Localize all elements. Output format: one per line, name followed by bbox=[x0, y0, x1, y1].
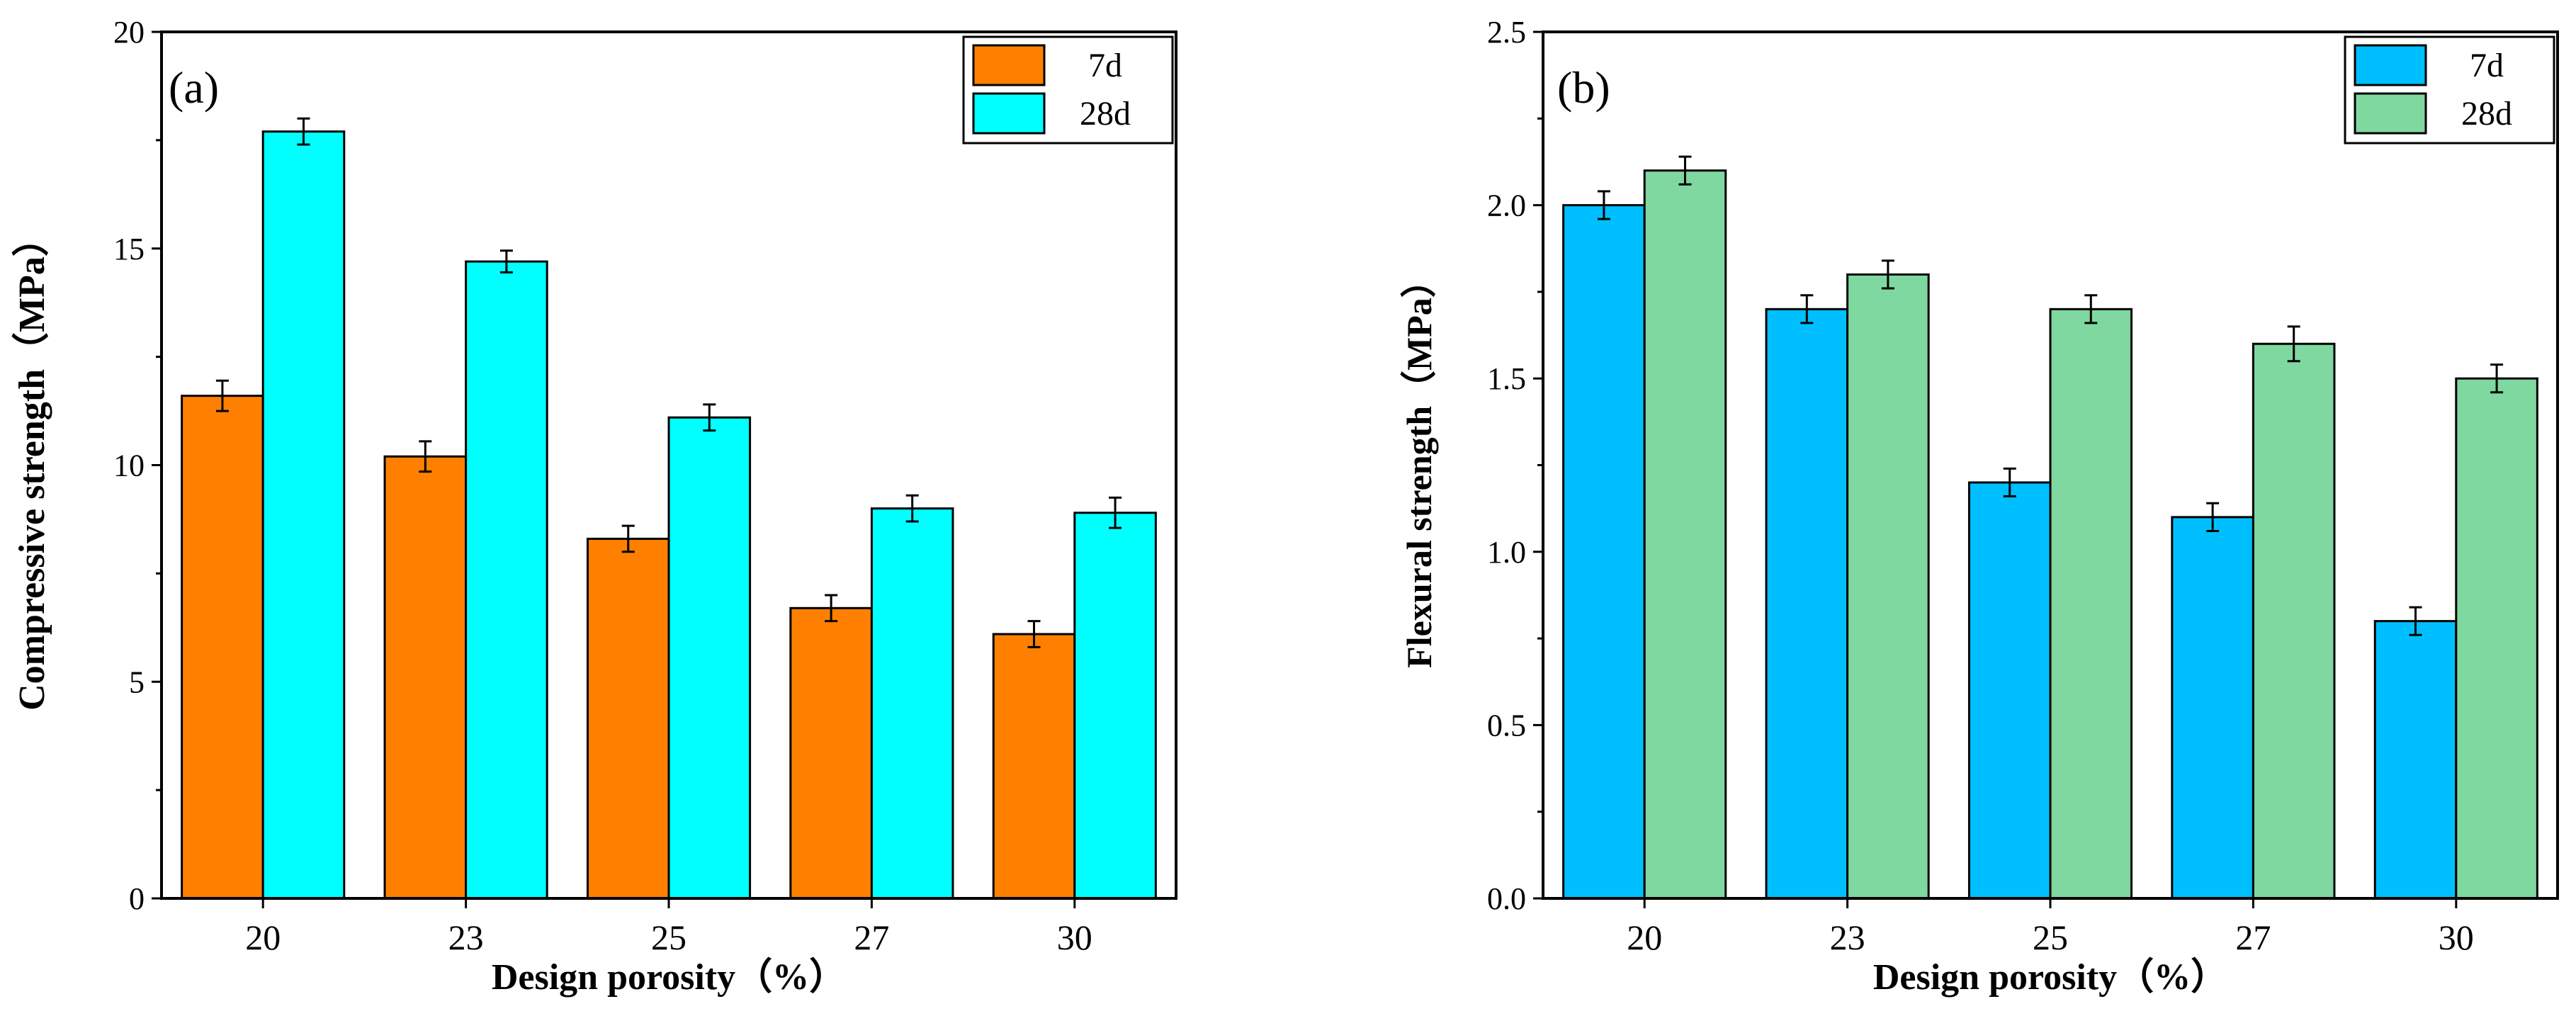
chart-a-bar-7d-27 bbox=[789, 606, 873, 900]
chart-b-panel-label: (b) bbox=[1557, 62, 1610, 113]
chart-a-ytick-label: 10 bbox=[113, 448, 145, 483]
chart-b-ytick-label: 0.5 bbox=[1487, 708, 1526, 743]
chart-b-ytick-label: 1.5 bbox=[1487, 361, 1526, 396]
chart-a-bar-28d-20 bbox=[261, 130, 346, 900]
chart-b-bar-7d-27 bbox=[2171, 516, 2254, 900]
chart-b-errorbar-7d-23 bbox=[1800, 294, 1814, 324]
chart-b-bar-28d-23 bbox=[1846, 273, 1930, 900]
chart-a-ytick-label: 20 bbox=[113, 15, 145, 50]
chart-a-bar-28d-23 bbox=[465, 260, 548, 900]
chart-b-ytick-label: 2.0 bbox=[1487, 188, 1526, 223]
chart-a-xtick-label: 30 bbox=[1057, 918, 1092, 957]
chart-b-errorbar-28d-23 bbox=[1881, 259, 1894, 290]
chart-a-errorbar-7d-30 bbox=[1027, 620, 1041, 648]
chart-b-legend-swatch-7d bbox=[2354, 44, 2427, 86]
chart-b-errorbar-7d-27 bbox=[2206, 502, 2220, 532]
chart-a-xtick-label: 27 bbox=[854, 918, 889, 957]
chart-b-bar-7d-20 bbox=[1562, 204, 1646, 900]
chart-b-xtick-label: 30 bbox=[2439, 918, 2474, 957]
chart-a-ytick-label: 5 bbox=[129, 665, 145, 699]
chart-a-legend-swatch-28d bbox=[972, 92, 1046, 135]
chart-b-bar-7d-25 bbox=[1967, 481, 2052, 900]
chart-a-errorbar-7d-23 bbox=[419, 440, 432, 473]
chart-a-x-axis-label: Design porosity（%） bbox=[492, 956, 846, 998]
chart-b-bar-28d-25 bbox=[2049, 307, 2133, 900]
chart-b-xtick-label: 20 bbox=[1627, 918, 1662, 957]
chart-b-bar-28d-20 bbox=[1643, 169, 1727, 900]
chart-b-xtick-label: 27 bbox=[2235, 918, 2271, 957]
chart-b-errorbar-7d-25 bbox=[2003, 467, 2016, 498]
chart-a-xtick-label: 23 bbox=[448, 918, 484, 957]
chart-b-ytick-label: 0.0 bbox=[1487, 881, 1526, 916]
chart-b-errorbar-28d-25 bbox=[2084, 294, 2098, 324]
chart-a-bar-7d-30 bbox=[992, 633, 1076, 900]
chart-a-legend-label-7d: 7d bbox=[1088, 47, 1122, 84]
chart-a-legend-label-28d: 28d bbox=[1080, 95, 1131, 132]
chart-b-ytick-label: 2.5 bbox=[1487, 15, 1526, 50]
chart-a-errorbar-7d-25 bbox=[621, 524, 635, 553]
chart-b-errorbar-28d-20 bbox=[1678, 155, 1692, 186]
chart-a-legend-swatch-7d bbox=[972, 44, 1046, 86]
chart-b-bar-7d-30 bbox=[2373, 620, 2458, 900]
chart-b-xtick-label: 23 bbox=[1830, 918, 1865, 957]
chart-b-errorbar-7d-20 bbox=[1597, 190, 1610, 220]
chart-a-errorbar-7d-27 bbox=[825, 594, 838, 623]
chart-b-ytick-label: 1.0 bbox=[1487, 535, 1526, 570]
chart-b-errorbar-7d-30 bbox=[2409, 606, 2422, 636]
chart-a-errorbar-28d-25 bbox=[703, 403, 716, 432]
chart-b-legend-swatch-28d bbox=[2354, 92, 2427, 135]
chart-a-panel-label: (a) bbox=[169, 62, 219, 113]
chart-b-y-axis-label: Flexural strength（MPa） bbox=[1399, 262, 1439, 668]
chart-a-bar-7d-23 bbox=[383, 455, 468, 900]
chart-b-errorbar-28d-27 bbox=[2287, 325, 2300, 363]
chart-b-errorbar-28d-30 bbox=[2490, 363, 2504, 394]
chart-b-bar-28d-27 bbox=[2252, 342, 2336, 900]
chart-b-xtick-label: 25 bbox=[2033, 918, 2068, 957]
chart-a-errorbar-28d-30 bbox=[1109, 496, 1122, 529]
chart-a-bar-7d-20 bbox=[181, 395, 264, 900]
chart-a-errorbar-28d-20 bbox=[297, 117, 310, 146]
chart-b-legend-label-28d: 28d bbox=[2461, 95, 2512, 132]
chart-a-xtick-label: 25 bbox=[651, 918, 687, 957]
chart-a-errorbar-7d-20 bbox=[215, 379, 229, 412]
chart-a-bar-28d-27 bbox=[870, 507, 954, 900]
chart-a-bar-28d-30 bbox=[1073, 512, 1157, 900]
chart-a-y-axis-label: Compressive strength（MPa） bbox=[11, 220, 52, 711]
chart-b-plot: 20 23 25 27 30 0.0 0.5 1.0 1.5 2.0 2.5 Design poros… bbox=[1399, 15, 2559, 998]
chart-b-bar-7d-23 bbox=[1765, 307, 1849, 900]
chart-a-bar-7d-25 bbox=[586, 537, 670, 900]
chart-a-errorbar-28d-27 bbox=[905, 494, 919, 523]
chart-a-errorbar-28d-23 bbox=[499, 249, 513, 273]
chart-a-ytick-label: 15 bbox=[113, 232, 145, 266]
chart-b-bar-28d-30 bbox=[2455, 377, 2538, 900]
chart-b-legend-label-7d: 7d bbox=[2470, 47, 2504, 84]
chart-a-xtick-label: 20 bbox=[245, 918, 281, 957]
chart-a-bar-28d-25 bbox=[667, 416, 752, 900]
chart-b-x-axis-label: Design porosity（%） bbox=[1873, 956, 2227, 998]
chart-a-ytick-label: 0 bbox=[129, 881, 145, 916]
chart-a-plot: 20 23 25 27 30 0 5 10 15 20 Design porosity（%） Comp… bbox=[11, 15, 1177, 998]
